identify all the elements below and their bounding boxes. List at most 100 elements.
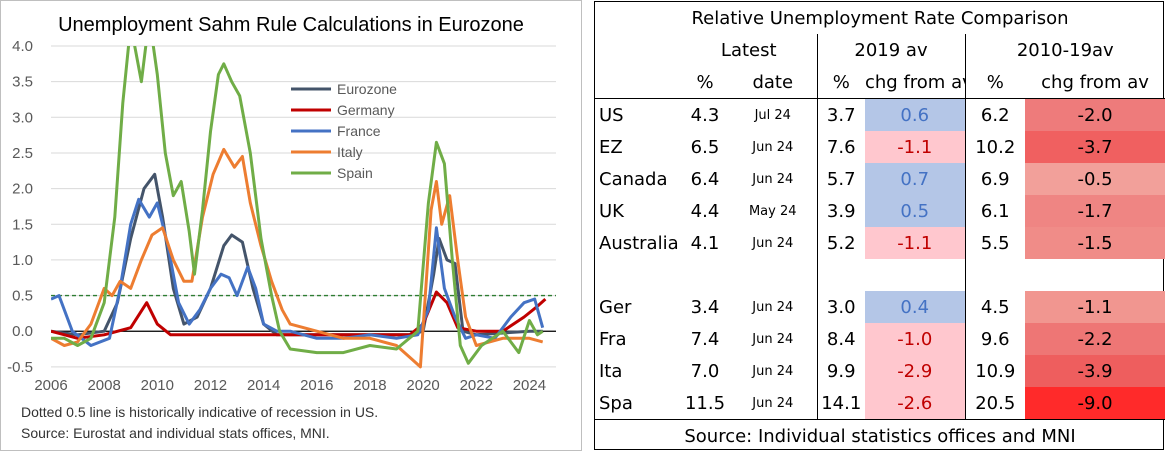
separator-cell <box>595 259 681 291</box>
av2019-cell: 3.0 <box>817 291 865 323</box>
legend-label: Spain <box>337 165 373 181</box>
chg1019-cell: -2.0 <box>1025 99 1165 132</box>
x-tick-label: 2010 <box>141 377 174 394</box>
separator-cell <box>681 259 729 291</box>
legend-label: Italy <box>337 144 363 160</box>
av2019-cell: 3.7 <box>817 99 865 132</box>
unemployment-comparison-table-panel: Relative Unemployment Rate Comparison La… <box>594 1 1164 450</box>
country-cell: UK <box>595 195 681 227</box>
chg1019-cell: -3.7 <box>1025 131 1165 163</box>
legend-label: France <box>337 123 381 139</box>
av1019-cell: 10.9 <box>965 355 1025 387</box>
date-cell: Jun 24 <box>729 387 817 420</box>
series-line-spain <box>51 18 543 364</box>
col-header: % <box>681 66 729 99</box>
col-header: date <box>729 66 817 99</box>
group-header-latest: Latest <box>681 34 817 66</box>
av1019-cell: 10.2 <box>965 131 1025 163</box>
legend-label: Germany <box>337 102 395 118</box>
separator-cell <box>729 259 817 291</box>
chg2019-cell: -1.0 <box>865 323 965 355</box>
country-cell: EZ <box>595 131 681 163</box>
latest-cell: 4.3 <box>681 99 729 132</box>
x-tick-label: 2016 <box>300 377 333 394</box>
y-axis-ticks: 4.03.53.02.52.01.51.00.50.0-0.5 <box>7 38 33 376</box>
country-cell: Ger <box>595 291 681 323</box>
date-cell: Jun 24 <box>729 131 817 163</box>
x-tick-label: 2022 <box>460 377 493 394</box>
separator-cell <box>965 259 1025 291</box>
chg1019-cell: -1.1 <box>1025 291 1165 323</box>
av1019-cell: 4.5 <box>965 291 1025 323</box>
table-source: Source: Individual statistics offices an… <box>595 420 1165 452</box>
av1019-cell: 9.6 <box>965 323 1025 355</box>
av1019-cell: 6.1 <box>965 195 1025 227</box>
y-tick-label: 3.5 <box>12 74 33 91</box>
country-cell: Australia <box>595 227 681 259</box>
chg2019-cell: 0.4 <box>865 291 965 323</box>
date-cell: May 24 <box>729 195 817 227</box>
x-tick-label: 2018 <box>353 377 386 394</box>
chg1019-cell: -0.5 <box>1025 163 1165 195</box>
gridlines <box>51 46 556 367</box>
separator-cell <box>865 259 965 291</box>
chg1019-cell: -9.0 <box>1025 387 1165 420</box>
group-separator <box>595 259 1165 291</box>
av2019-cell: 5.2 <box>817 227 865 259</box>
latest-cell: 7.4 <box>681 323 729 355</box>
chg2019-cell: 0.5 <box>865 195 965 227</box>
latest-cell: 6.4 <box>681 163 729 195</box>
latest-cell: 7.0 <box>681 355 729 387</box>
separator-cell <box>817 259 865 291</box>
chg1019-cell: -2.2 <box>1025 323 1165 355</box>
table-title: Relative Unemployment Rate Comparison <box>595 2 1165 34</box>
chart-title: Unemployment Sahm Rule Calculations in E… <box>58 14 524 36</box>
av2019-cell: 3.9 <box>817 195 865 227</box>
date-cell: Jun 24 <box>729 227 817 259</box>
date-cell: Jun 24 <box>729 323 817 355</box>
x-tick-label: 2024 <box>513 377 546 394</box>
av1019-cell: 20.5 <box>965 387 1025 420</box>
y-tick-label: 1.0 <box>12 252 33 269</box>
group-header-2010-19: 2010-19av <box>965 34 1165 66</box>
x-tick-label: 2012 <box>194 377 227 394</box>
x-tick-label: 2006 <box>34 377 67 394</box>
country-cell: Canada <box>595 163 681 195</box>
country-cell: Fra <box>595 323 681 355</box>
y-tick-label: 2.0 <box>12 181 33 198</box>
chart-note: Dotted 0.5 line is historically indicati… <box>21 404 378 420</box>
x-tick-label: 2014 <box>247 377 280 394</box>
latest-cell: 3.4 <box>681 291 729 323</box>
col-header: chg from av <box>1025 66 1165 99</box>
y-tick-label: 0.0 <box>12 323 33 340</box>
country-cell: Ita <box>595 355 681 387</box>
latest-cell: 4.4 <box>681 195 729 227</box>
legend-label: Eurozone <box>337 81 397 97</box>
av1019-cell: 6.2 <box>965 99 1025 132</box>
col-header: % <box>817 66 865 99</box>
y-tick-label: 2.5 <box>12 145 33 162</box>
y-tick-label: 3.0 <box>12 109 33 126</box>
chg1019-cell: -1.5 <box>1025 227 1165 259</box>
chart-source: Source: Eurostat and individual stats of… <box>21 425 330 441</box>
date-cell: Jun 24 <box>729 355 817 387</box>
chg2019-cell: 0.6 <box>865 99 965 132</box>
y-tick-label: 4.0 <box>12 38 33 55</box>
chg2019-cell: -1.1 <box>865 227 965 259</box>
av2019-cell: 9.9 <box>817 355 865 387</box>
av1019-cell: 6.9 <box>965 163 1025 195</box>
y-tick-label: 0.5 <box>12 288 33 305</box>
chg2019-cell: -2.9 <box>865 355 965 387</box>
unemployment-comparison-table: Relative Unemployment Rate Comparison La… <box>595 2 1165 452</box>
chg1019-cell: -3.9 <box>1025 355 1165 387</box>
date-cell: Jun 24 <box>729 291 817 323</box>
latest-cell: 4.1 <box>681 227 729 259</box>
av2019-cell: 14.1 <box>817 387 865 420</box>
